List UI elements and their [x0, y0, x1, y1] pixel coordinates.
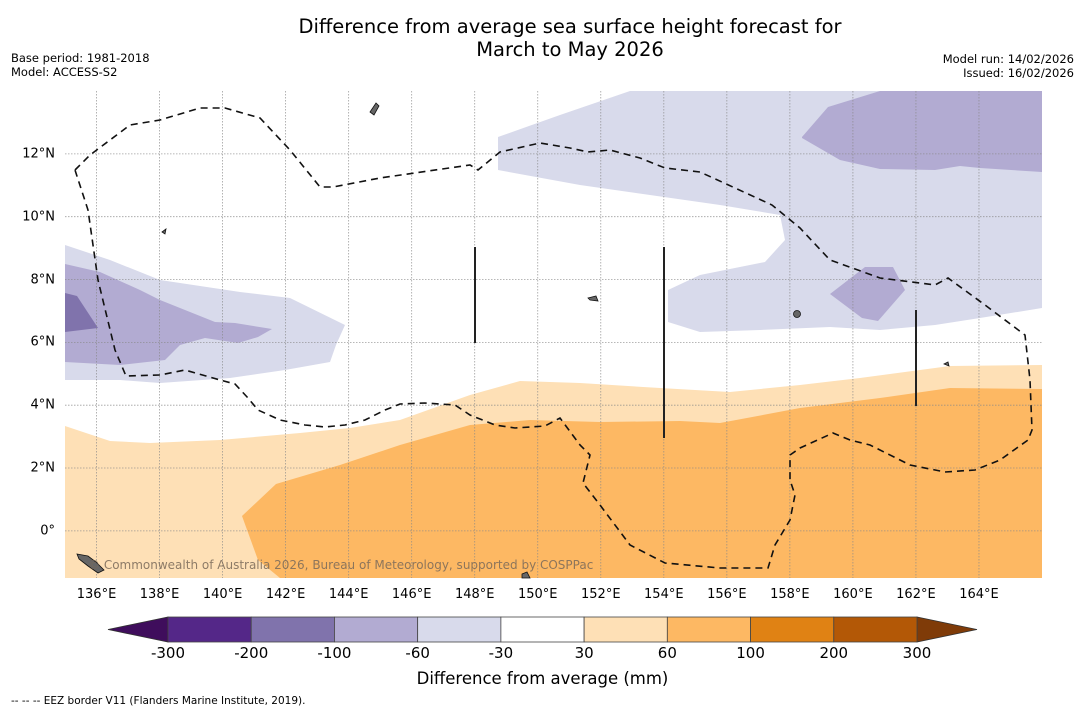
- colorbar-segment: [833, 616, 918, 643]
- metadata-right: Model run: 14/02/2026 Issued: 16/02/2026: [943, 52, 1074, 80]
- title-line-2: March to May 2026: [476, 38, 664, 61]
- colorbar-segment: [167, 616, 252, 643]
- map-area: [65, 91, 1042, 578]
- colorbar-tick-label: -200: [234, 644, 269, 662]
- colorbar-under-arrow: [107, 616, 169, 643]
- island-kosrae: [943, 361, 950, 367]
- island-chuuk: [587, 295, 599, 302]
- longitude-tick-label: 144°E: [328, 587, 369, 602]
- latitude-tick-label: 6°N: [30, 334, 56, 350]
- island-guam: [369, 102, 380, 116]
- latitude-tick-label: 2°N: [30, 460, 56, 476]
- colorbar: [107, 616, 978, 643]
- longitude-tick-label: 154°E: [644, 587, 684, 602]
- longitude-tick-label: 148°E: [454, 587, 495, 602]
- colorbar-tick-label: -100: [317, 644, 352, 662]
- colorbar-tick-label: 60: [657, 644, 677, 662]
- meridian-markers: [474, 247, 917, 438]
- colorbar-segment: [583, 616, 668, 643]
- colorbar-tick-label: -300: [150, 644, 186, 662]
- longitude-tick-label: 136°E: [76, 587, 117, 602]
- contour-neg-60-100-west: [65, 264, 272, 365]
- colorbar-tick-label: 100: [736, 644, 765, 662]
- colorbar-segment: [750, 616, 835, 643]
- base-period: Base period: 1981-2018: [11, 51, 150, 65]
- longitude-tick-label: 158°E: [770, 587, 810, 602]
- chart-title: Difference from average sea surface heig…: [0, 15, 1085, 61]
- colorbar-over-arrow: [916, 616, 978, 643]
- colorbar-title: Difference from average (mm): [416, 669, 669, 688]
- longitude-tick-label: 160°E: [833, 587, 873, 602]
- colorbar-tick-label: -30: [488, 644, 514, 662]
- eez-borders: [74, 107, 1033, 569]
- latitude-tick-label: 10°N: [22, 209, 55, 225]
- issued-date: Issued: 16/02/2026: [963, 66, 1074, 80]
- graticule: [65, 91, 1042, 578]
- island-pohnpei: [793, 310, 801, 318]
- latitude-tick-label: 0°: [40, 523, 55, 539]
- eez-border-palau-fsm-north: [74, 107, 1033, 569]
- copyright-credit: © Commonwealth of Australia 2026, Bureau…: [88, 558, 594, 572]
- metadata-left: Base period: 1981-2018 Model: ACCESS-S2: [11, 51, 150, 79]
- latitude-tick-label: 4°N: [30, 397, 56, 413]
- colorbar-segment: [666, 616, 751, 643]
- contour-neg-100-200-west: [65, 293, 98, 332]
- colorbar-segment: [500, 616, 585, 643]
- colorbar-tick-label: -60: [405, 644, 430, 662]
- longitude-tick-label: 142°E: [265, 587, 306, 602]
- longitude-tick-label: 162°E: [896, 587, 936, 602]
- island-yap: [161, 228, 167, 235]
- latitude-tick-label: 12°N: [22, 146, 55, 162]
- longitude-tick-label: 140°E: [202, 587, 243, 602]
- longitude-tick-label: 156°E: [707, 587, 747, 602]
- contour-neg-60-100-east: [830, 267, 905, 321]
- islands: [76, 102, 950, 579]
- longitude-tick-label: 152°E: [581, 587, 621, 602]
- colorbar-segment: [334, 616, 419, 643]
- colorbar-segment: [417, 616, 502, 643]
- latitude-tick-label: 8°N: [30, 272, 56, 288]
- title-line-1: Difference from average sea surface heig…: [298, 15, 842, 38]
- contour-neg-60-100-northeast: [802, 91, 1042, 172]
- colorbar-tick-label: 30: [574, 644, 594, 662]
- longitude-tick-label: 164°E: [959, 587, 999, 602]
- longitude-tick-label: 150°E: [517, 587, 558, 602]
- model-run: Model run: 14/02/2026: [942, 52, 1074, 66]
- island-south: [521, 571, 531, 579]
- eez-footnote: -- -- -- EEZ border V11 (Flanders Marine…: [11, 695, 306, 707]
- model-name: Model: ACCESS-S2: [11, 65, 118, 79]
- longitude-tick-label: 138°E: [139, 587, 180, 602]
- colorbar-tick-label: 200: [819, 644, 849, 662]
- island-bougainville-area: [76, 553, 105, 574]
- longitude-tick-label: 146°E: [391, 587, 432, 602]
- colorbar-segment: [250, 616, 335, 643]
- colorbar-tick-label: 300: [902, 644, 932, 662]
